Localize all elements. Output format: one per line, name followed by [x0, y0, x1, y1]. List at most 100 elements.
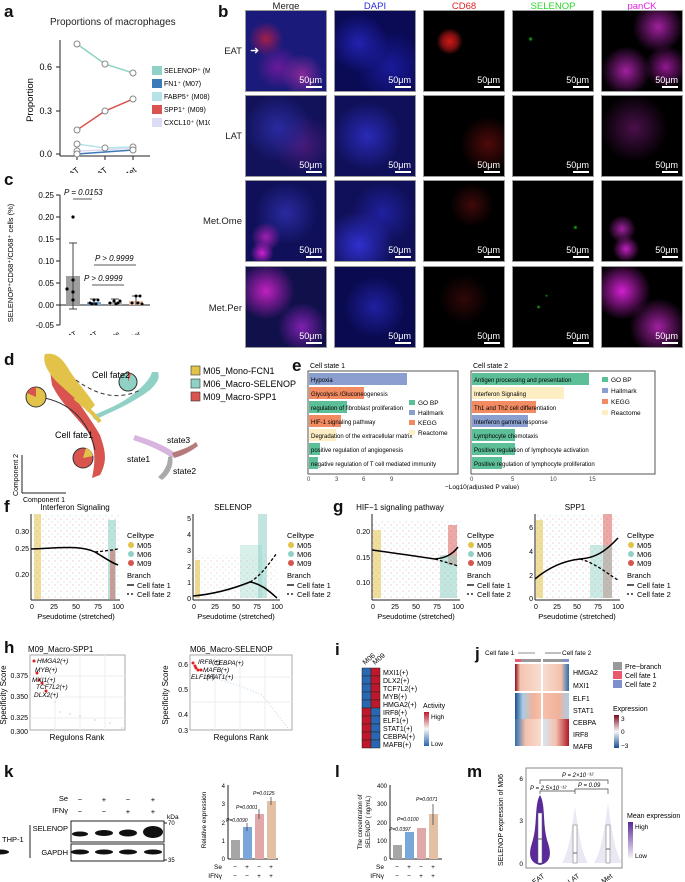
legend-item: M06	[137, 550, 152, 559]
scalebar-label: 50μm	[299, 245, 322, 255]
row-label: TCF7L2(+)	[383, 686, 417, 693]
legend-item: FN1⁺ (M07)	[164, 81, 201, 88]
term-label: Glycolysis /Gluconeogenesis	[311, 392, 388, 398]
sign: +	[245, 864, 249, 871]
x-tick: 25	[50, 604, 58, 611]
channel-label-merge: Merge	[272, 1, 300, 12]
row-label: IRF8(+)	[383, 710, 407, 717]
y-tick: 0.00	[38, 301, 54, 310]
row-label: MYB(+)	[383, 694, 407, 701]
x-axis-label: Component 1	[23, 497, 65, 504]
panel-label-m: m	[467, 762, 483, 781]
legend-item: M06	[637, 550, 652, 559]
micrograph-eat-merge: ➜ 50μm	[245, 10, 327, 92]
y-axis-label: SELENOP expression of M06	[498, 774, 505, 866]
panel-h-regulon-plots: M09_Macro-SPP1 HMGA2(+) MYB(+) MXI1(+) T…	[0, 645, 293, 742]
panel-label-j: j	[475, 644, 480, 663]
sign: −	[407, 873, 411, 880]
y-tick: 0	[529, 596, 533, 603]
sign: +	[151, 795, 156, 804]
row-label: MAFB(+)	[383, 742, 411, 749]
p-value: P=0.0397	[389, 827, 411, 833]
x-tick: Met	[121, 164, 139, 173]
legend-item: Cell fate 1	[637, 581, 671, 590]
y-axis-label: Specificity Score	[161, 665, 170, 725]
y-tick: 4	[187, 532, 191, 539]
scalebar-label: 50μm	[388, 331, 411, 341]
row-label-met-ome: Met.Ome	[202, 216, 242, 227]
legend-title: Branch	[467, 571, 491, 580]
legend-item: SPP1⁺ (M09)	[164, 107, 206, 114]
panel-k-western-blot: Se IFNγ − + − + − − + + kDa THP-1 SELENO…	[0, 784, 278, 880]
sign: −	[126, 795, 131, 804]
panel-label-g: g	[333, 497, 344, 516]
legend-tick: 3	[621, 716, 625, 723]
x-tick: 0	[307, 477, 311, 483]
scalebar-label: 50μm	[566, 245, 589, 255]
x-tick: LAT	[91, 165, 109, 173]
legend-item: M09	[297, 559, 312, 568]
term-label: Antigen processing and presentation	[474, 378, 571, 384]
scalebar-label: 50μm	[299, 331, 322, 341]
sign: −	[78, 795, 83, 804]
term-label: Lymphocyte chemotaxis	[474, 434, 538, 440]
x-tick: 9	[390, 477, 394, 483]
micrograph-eat-panck: 50μm	[601, 10, 683, 92]
micrograph-met-ome-cd68: 50μm	[423, 180, 505, 262]
y-axis-label: Component 2	[13, 454, 20, 496]
cell-fate1-label: Cell fate1	[55, 430, 93, 440]
scalebar-label: 50μm	[655, 331, 678, 341]
panel-j-expression-heatmap: Cell fate 1 Cell fate 2 HMGA2 MXI1 ELF1 …	[485, 650, 661, 751]
panel-label-i: i	[335, 640, 340, 659]
micrograph-lat-dapi: 50μm	[334, 95, 416, 177]
legend-item: M09	[137, 559, 152, 568]
p-value: P=0.0125	[253, 791, 275, 797]
term-label: Interferon gamma response	[474, 420, 548, 426]
sign: +	[419, 873, 423, 880]
legend-item: M09	[477, 559, 492, 568]
x-tick: 50	[72, 604, 80, 611]
x-tick: 3	[335, 477, 339, 483]
legend-item: M05	[137, 541, 152, 550]
treatment-label: Se	[376, 864, 384, 871]
row-label: MXI1(+)	[383, 670, 408, 677]
header-fate1: Cell fate 1	[485, 650, 515, 657]
y-tick: 0.10	[356, 580, 370, 587]
x-axis-label: Regulons Rank	[50, 733, 106, 742]
x-tick: 0	[470, 477, 474, 483]
cell-state1-title: Cell state 1	[310, 363, 345, 370]
y-tick: 0	[187, 596, 191, 603]
kda-marker: 35	[168, 858, 175, 864]
legend-item: M05	[297, 541, 312, 550]
legend-title: Celltype	[467, 531, 494, 540]
scalebar-label: 50μm	[477, 245, 500, 255]
panel-label-l: l	[335, 762, 340, 781]
micrograph-met-ome-dapi: 50μm	[334, 180, 416, 262]
legend-item: M06	[297, 550, 312, 559]
y-tick: 3	[187, 548, 191, 555]
y-tick: 0.30	[15, 529, 29, 536]
legend-item: Hallmark	[418, 410, 444, 417]
state3-label: state3	[167, 435, 190, 445]
p-value: P=0.0100	[397, 817, 419, 823]
kda-marker: 70	[168, 821, 175, 827]
legend-item: M06	[477, 550, 492, 559]
legend-title: Branch	[287, 571, 311, 580]
legend-tick: −3	[621, 743, 629, 750]
y-tick: 0.350	[10, 694, 28, 701]
micrograph-met-per-selenop: 50μm	[512, 266, 594, 348]
legend-title: Mean expression	[627, 813, 680, 820]
y-tick: -0.05	[36, 321, 55, 330]
y-tick: 0.3	[178, 728, 188, 735]
legend-item: KEGG	[418, 420, 437, 427]
y-tick: 300	[377, 802, 388, 808]
p-value: P = 2.5×10⁻¹²	[530, 786, 567, 792]
x-tick: 25	[211, 604, 219, 611]
row-label: MAFB	[573, 744, 593, 751]
legend-item: FABP5⁺ (M08)	[164, 94, 210, 101]
row-label: HMGA2(+)	[383, 702, 417, 709]
y-tick: 6	[519, 776, 523, 783]
y-tick: 0.3	[39, 106, 52, 116]
y-tick: 200	[377, 821, 388, 827]
row-label: CEBPA(+)	[383, 734, 415, 741]
